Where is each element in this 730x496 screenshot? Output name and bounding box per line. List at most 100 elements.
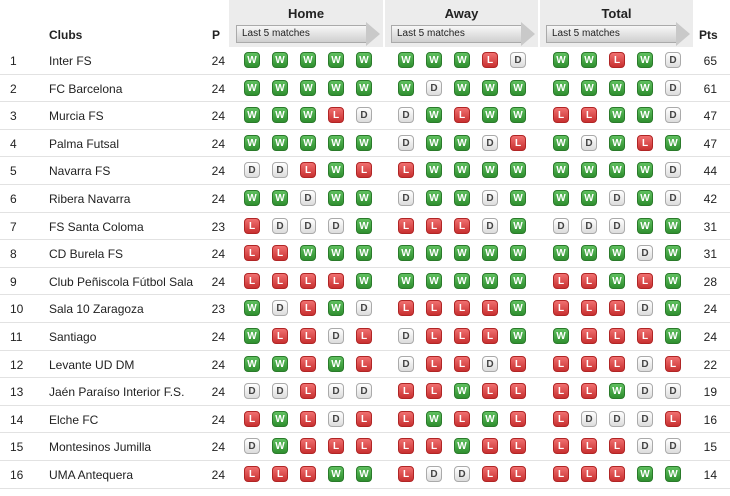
home-result-badge: D — [356, 300, 372, 317]
total-result-badge: L — [609, 355, 625, 372]
table-row[interactable]: 7 FS Santa Coloma 23 L D D D W L L L D W D D D W W 31 — [0, 213, 730, 241]
total-result-badge: L — [609, 465, 625, 482]
club-name[interactable]: Ribera Navarra — [49, 191, 131, 206]
table-row[interactable]: 11 Santiago 24 W L L D L D L L L W W L L L W 24 — [0, 323, 730, 351]
table-row[interactable]: 16 UMA Antequera 24 L L L W W L D D L L L L L W W 14 — [0, 461, 730, 489]
row-position: 15 — [10, 440, 24, 455]
total-result-badge: W — [637, 189, 653, 206]
away-result-badge: W — [482, 79, 498, 96]
arrow-right-icon — [366, 22, 380, 46]
total-result-badge: W — [665, 272, 681, 289]
away-result-badge: D — [398, 327, 414, 344]
row-position: 7 — [10, 219, 17, 234]
table-row[interactable]: 9 Club Peñiscola Fútbol Sala 24 L L L L W W W W W W L… — [0, 268, 730, 296]
total-result-badge: W — [581, 52, 597, 68]
away-result-badge: L — [510, 383, 526, 400]
club-name[interactable]: Elche FC — [49, 412, 99, 427]
table-row[interactable]: 2 FC Barcelona 24 W W W W W W D W W W W W W W D 61 — [0, 75, 730, 103]
away-result-badge: W — [510, 79, 526, 96]
points-value: 14 — [703, 467, 717, 482]
club-name[interactable]: CD Burela FS — [49, 247, 124, 262]
away-result-badge: L — [426, 438, 442, 455]
club-name[interactable]: Montesinos Jumilla — [49, 440, 152, 455]
row-position: 5 — [10, 164, 17, 179]
club-name[interactable]: FC Barcelona — [49, 81, 123, 96]
away-result-badge: W — [510, 327, 526, 344]
arrow-right-icon — [676, 22, 690, 46]
home-result-badge: L — [300, 383, 316, 400]
club-name[interactable]: Levante UD DM — [49, 357, 135, 372]
home-result-badge: W — [272, 355, 288, 372]
home-result-badge: W — [300, 79, 316, 96]
total-result-badge: W — [581, 245, 597, 262]
table-row[interactable]: 13 Jaén Paraíso Interior F.S. 24 D D L D D L L W L L… — [0, 378, 730, 406]
away-last5-label: Last 5 matches — [391, 25, 521, 43]
away-result-badge: W — [454, 245, 470, 262]
points-value: 16 — [703, 412, 717, 427]
total-result-badge: W — [637, 217, 653, 234]
club-name[interactable]: Sala 10 Zaragoza — [49, 302, 144, 317]
club-name[interactable]: FS Santa Coloma — [49, 219, 144, 234]
club-name[interactable]: Club Peñiscola Fútbol Sala — [49, 274, 194, 289]
home-result-badge: D — [272, 217, 288, 234]
clubs-column-header[interactable]: Clubs — [49, 28, 83, 42]
total-result-badge: W — [553, 327, 569, 344]
away-result-badge: D — [482, 217, 498, 234]
arrow-right-icon — [521, 22, 535, 46]
total-result-badge: W — [665, 327, 681, 344]
total-result-badge: W — [553, 79, 569, 96]
club-name[interactable]: Navarra FS — [49, 164, 111, 179]
table-row[interactable]: 3 Murcia FS 24 W W W L D D W L W W L L W W D 47 — [0, 102, 730, 130]
home-result-badge: W — [328, 52, 344, 68]
total-result-badge: D — [637, 245, 653, 262]
home-last5-label: Last 5 matches — [236, 25, 366, 43]
total-result-badge: D — [609, 217, 625, 234]
row-position: 4 — [10, 136, 17, 151]
played-column-header[interactable]: P — [212, 28, 221, 42]
away-result-badge: W — [454, 438, 470, 455]
points-value: 19 — [703, 385, 717, 400]
table-row[interactable]: 14 Elche FC 24 L W L D L L W L W L L D D D L 16 — [0, 406, 730, 434]
home-result-badge: L — [356, 438, 372, 455]
away-result-badge: W — [454, 189, 470, 206]
table-row[interactable]: 15 Montesinos Jumilla 24 D W L L L L L W L L L L L D D 15 — [0, 433, 730, 461]
club-name[interactable]: Santiago — [49, 329, 97, 344]
home-result-badge: W — [356, 189, 372, 206]
home-result-badge: D — [244, 383, 260, 400]
club-name[interactable]: UMA Antequera — [49, 467, 134, 482]
total-result-badge: L — [553, 107, 569, 124]
table-row[interactable]: 6 Ribera Navarra 24 W W D W W D W W D W W W D W D 42 — [0, 185, 730, 213]
away-result-badge: W — [482, 162, 498, 179]
club-name[interactable]: Murcia FS — [49, 109, 104, 124]
home-result-badge: W — [356, 134, 372, 151]
total-result-badge: D — [665, 79, 681, 96]
total-result-badge: D — [637, 438, 653, 455]
home-result-badge: W — [300, 134, 316, 151]
away-result-badge: W — [510, 162, 526, 179]
table-row[interactable]: 5 Navarra FS 24 D D L W L L W W W W W W W W D 44 — [0, 157, 730, 185]
away-result-badge: W — [426, 52, 442, 68]
total-result-badge: W — [637, 79, 653, 96]
total-result-badge: D — [609, 410, 625, 427]
points-value: 47 — [703, 136, 717, 151]
club-name[interactable]: Palma Futsal — [49, 136, 120, 151]
away-result-badge: L — [454, 410, 470, 427]
total-result-badge: W — [665, 245, 681, 262]
home-result-badge: W — [244, 79, 260, 96]
points-value: 65 — [703, 54, 717, 68]
home-result-badge: W — [356, 52, 372, 68]
club-name[interactable]: Inter FS — [49, 54, 92, 68]
total-result-badge: W — [637, 162, 653, 179]
table-row[interactable]: 8 CD Burela FS 24 L L W W W W W W W W W W W D W 31 — [0, 240, 730, 268]
away-result-badge: W — [426, 410, 442, 427]
row-position: 2 — [10, 81, 17, 96]
played-count: 24 — [211, 385, 225, 400]
played-count: 24 — [211, 191, 225, 206]
club-name[interactable]: Jaén Paraíso Interior F.S. — [49, 385, 185, 400]
table-row[interactable]: 12 Levante UD DM 24 W W L W L D L L D L L L L D L 22 — [0, 351, 730, 379]
table-row[interactable]: 10 Sala 10 Zaragoza 23 W D L W D L L L L W L L L D W 24 — [0, 295, 730, 323]
table-row[interactable]: 1 Inter FS 24 W W W W W W W W L D W W L W D 65 — [0, 47, 730, 75]
total-result-badge: L — [553, 465, 569, 482]
points-column-header[interactable]: Pts — [699, 28, 718, 42]
table-row[interactable]: 4 Palma Futsal 24 W W W W W D W W D L W D W L W 47 — [0, 130, 730, 158]
